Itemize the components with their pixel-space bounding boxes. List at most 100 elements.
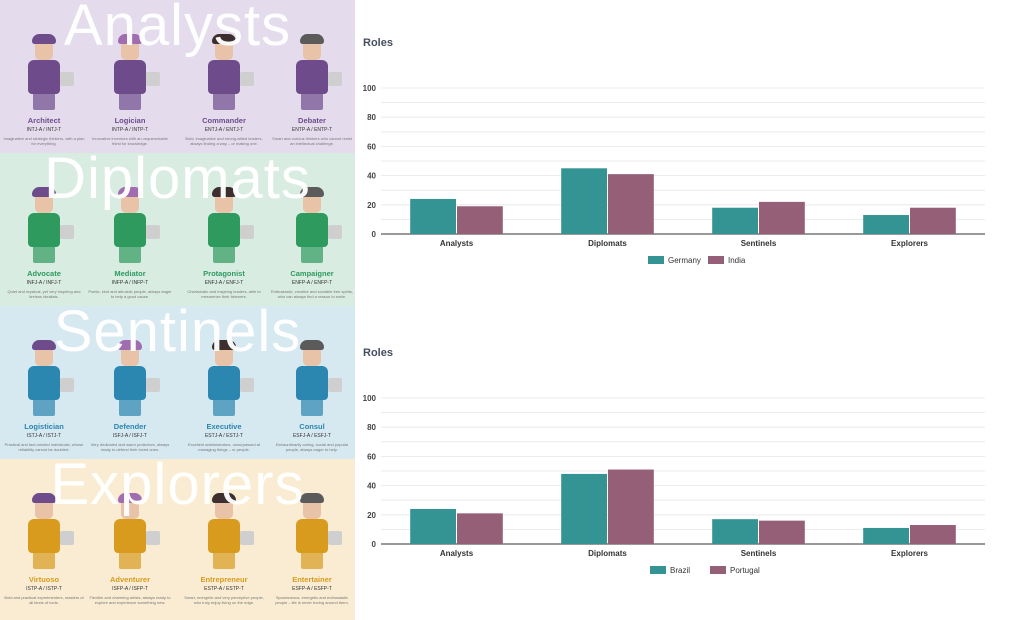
bar-germany-sentinels — [712, 207, 758, 234]
character-name: Consul — [299, 422, 325, 431]
virtuoso-icon — [14, 493, 74, 573]
bar-germany-analysts — [410, 198, 456, 234]
executive-icon — [194, 340, 254, 420]
character-name: Commander — [202, 116, 246, 125]
character-card[interactable]: Consul ESFJ-A / ESFJ-T Extraordinarily car… — [268, 340, 355, 452]
character-code: INFP-A / INFP-T — [111, 280, 149, 286]
character-description: Bold, imaginative and strong-willed lead… — [185, 136, 263, 146]
legend-swatch-portugal — [710, 566, 726, 574]
entrepreneur-icon — [194, 493, 254, 573]
personality-types-panel: Analysts Architect INTJ-A / INTJ-T Imaginat… — [0, 0, 355, 620]
protagonist-icon — [194, 187, 254, 267]
character-description: Charismatic and inspiring leaders, able … — [187, 289, 261, 299]
y-tick-label: 0 — [372, 540, 377, 549]
character-card[interactable]: Entertainer ESFP-A / ESFP-T Spontaneous, e… — [268, 493, 355, 605]
character-description: Quiet and mystical, yet very inspiring a… — [7, 289, 81, 299]
x-category-label: Sentinels — [741, 239, 777, 248]
chart-svg: Roles 0 20 40 60 80 100 Analysts Diplomats Sentin… — [363, 37, 985, 265]
defender-icon — [100, 340, 160, 420]
character-code: ISFJ-A / ISFJ-T — [112, 433, 148, 439]
character-code: ENTJ-A / ENTJ-T — [204, 127, 244, 133]
character-description: Innovative inventors with an unquenchabl… — [92, 136, 168, 146]
character-description: Spontaneous, energetic and enthusiastic … — [275, 595, 349, 605]
character-name: Mediator — [114, 269, 146, 278]
character-code: ESTP-A / ESTP-T — [204, 586, 244, 592]
character-name: Entertainer — [292, 575, 332, 584]
logistician-icon — [14, 340, 74, 420]
character-card[interactable]: Adventurer ISFP-A / ISFP-T Flexible and ch… — [86, 493, 174, 605]
group-title: Explorers — [50, 459, 305, 517]
bar-portugal-sentinels — [759, 520, 805, 544]
character-code: INFJ-A / INFJ-T — [26, 280, 62, 286]
y-tick-label: 80 — [367, 423, 376, 432]
character-description: Practical and fact-minded individuals, w… — [4, 442, 84, 452]
character-card[interactable]: Commander ENTJ-A / ENTJ-T Bold, imaginativ… — [180, 34, 268, 146]
roles-chart-brazil-portugal: Roles 0 20 40 60 80 100 Analysts Diplomats Sentin… — [355, 310, 1017, 620]
character-name: Protagonist — [203, 269, 245, 278]
character-name: Debater — [298, 116, 326, 125]
character-card[interactable]: Entrepreneur ESTP-A / ESTP-T Smart, energe… — [180, 493, 268, 605]
bar-brazil-diplomats — [561, 473, 607, 544]
character-card[interactable]: Campaigner ENFP-A / ENFP-T Enthusiastic, c… — [268, 187, 355, 299]
character-card[interactable]: Executive ESTJ-A / ESTJ-T Excellent admini… — [180, 340, 268, 452]
character-name: Executive — [206, 422, 242, 431]
x-category-label: Explorers — [891, 549, 928, 558]
legend-label: Brazil — [670, 566, 690, 575]
character-card[interactable]: Architect INTJ-A / INTJ-T Imaginative and … — [0, 34, 88, 146]
logician-icon — [100, 34, 160, 114]
chart-svg: Roles 0 20 40 60 80 100 Analysts Diplomats Sentin… — [363, 347, 985, 575]
character-description: Poetic, kind and altruistic people, alwa… — [88, 289, 172, 299]
legend-swatch-india — [708, 256, 724, 264]
character-card[interactable]: Debater ENTP-A / ENTP-T Smart and curious … — [268, 34, 355, 146]
debater-icon — [282, 34, 342, 114]
bar-germany-diplomats — [561, 168, 607, 234]
advocate-icon — [14, 187, 74, 267]
character-card[interactable]: Defender ISFJ-A / ISFJ-T Very dedicated an… — [86, 340, 174, 452]
group-title: Sentinels — [53, 306, 302, 364]
y-tick-label: 100 — [363, 84, 377, 93]
group-title: Diplomats — [44, 153, 311, 211]
character-card[interactable]: Protagonist ENFJ-A / ENFJ-T Charismatic an… — [180, 187, 268, 299]
x-category-label: Analysts — [440, 549, 474, 558]
character-description: Bold and practical experimenters, master… — [4, 595, 84, 605]
character-code: ESTJ-A / ESTJ-T — [204, 433, 244, 439]
entertainer-icon — [282, 493, 342, 573]
group-sentinels: Sentinels Logistician ISTJ-A / ISTJ-T Pract… — [0, 306, 355, 459]
character-card[interactable]: Logistician ISTJ-A / ISTJ-T Practical and … — [0, 340, 88, 452]
consul-icon — [282, 340, 342, 420]
character-code: ENFJ-A / ENFJ-T — [204, 280, 244, 286]
legend-label: Germany — [668, 256, 701, 265]
bar-india-explorers — [910, 207, 956, 234]
character-card[interactable]: Logician INTP-A / INTP-T Innovative invent… — [86, 34, 174, 146]
bar-india-sentinels — [759, 201, 805, 234]
architect-icon — [14, 34, 74, 114]
y-tick-label: 40 — [367, 482, 376, 491]
character-description: Excellent administrators, unsurpassed at… — [187, 442, 261, 452]
x-category-label: Diplomats — [588, 239, 627, 248]
character-name: Logistician — [24, 422, 64, 431]
character-name: Architect — [27, 116, 61, 125]
character-description: Extraordinarily caring, social and popul… — [275, 442, 349, 452]
bar-portugal-diplomats — [608, 469, 654, 544]
character-code: ISFP-A / ISFP-T — [112, 586, 148, 592]
character-card[interactable]: Advocate INFJ-A / INFJ-T Quiet and mystica… — [0, 187, 88, 299]
character-card[interactable]: Mediator INFP-A / INFP-T Poetic, kind and … — [86, 187, 174, 299]
character-name: Campaigner — [290, 269, 334, 278]
legend-swatch-germany — [648, 256, 664, 264]
character-name: Virtuoso — [28, 575, 60, 584]
character-code: INTJ-A / INTJ-T — [26, 127, 62, 133]
x-category-label: Sentinels — [741, 549, 777, 558]
character-description: Flexible and charming artists, always re… — [89, 595, 171, 605]
bar-germany-explorers — [863, 215, 909, 234]
x-category-label: Analysts — [440, 239, 474, 248]
character-code: INTP-A / INTP-T — [111, 127, 149, 133]
character-code: ESFP-A / ESFP-T — [292, 586, 332, 592]
y-tick-label: 0 — [372, 230, 377, 239]
bar-india-diplomats — [608, 174, 654, 234]
character-description: Imaginative and strategic thinkers, with… — [3, 136, 85, 146]
character-code: ESFJ-A / ESFJ-T — [292, 433, 332, 439]
group-title: Analysts — [63, 0, 292, 58]
legend-label: Portugal — [730, 566, 760, 575]
character-card[interactable]: Virtuoso ISTP-A / ISTP-T Bold and practica… — [0, 493, 88, 605]
character-code: ENTP-A / ENTP-T — [291, 127, 333, 133]
